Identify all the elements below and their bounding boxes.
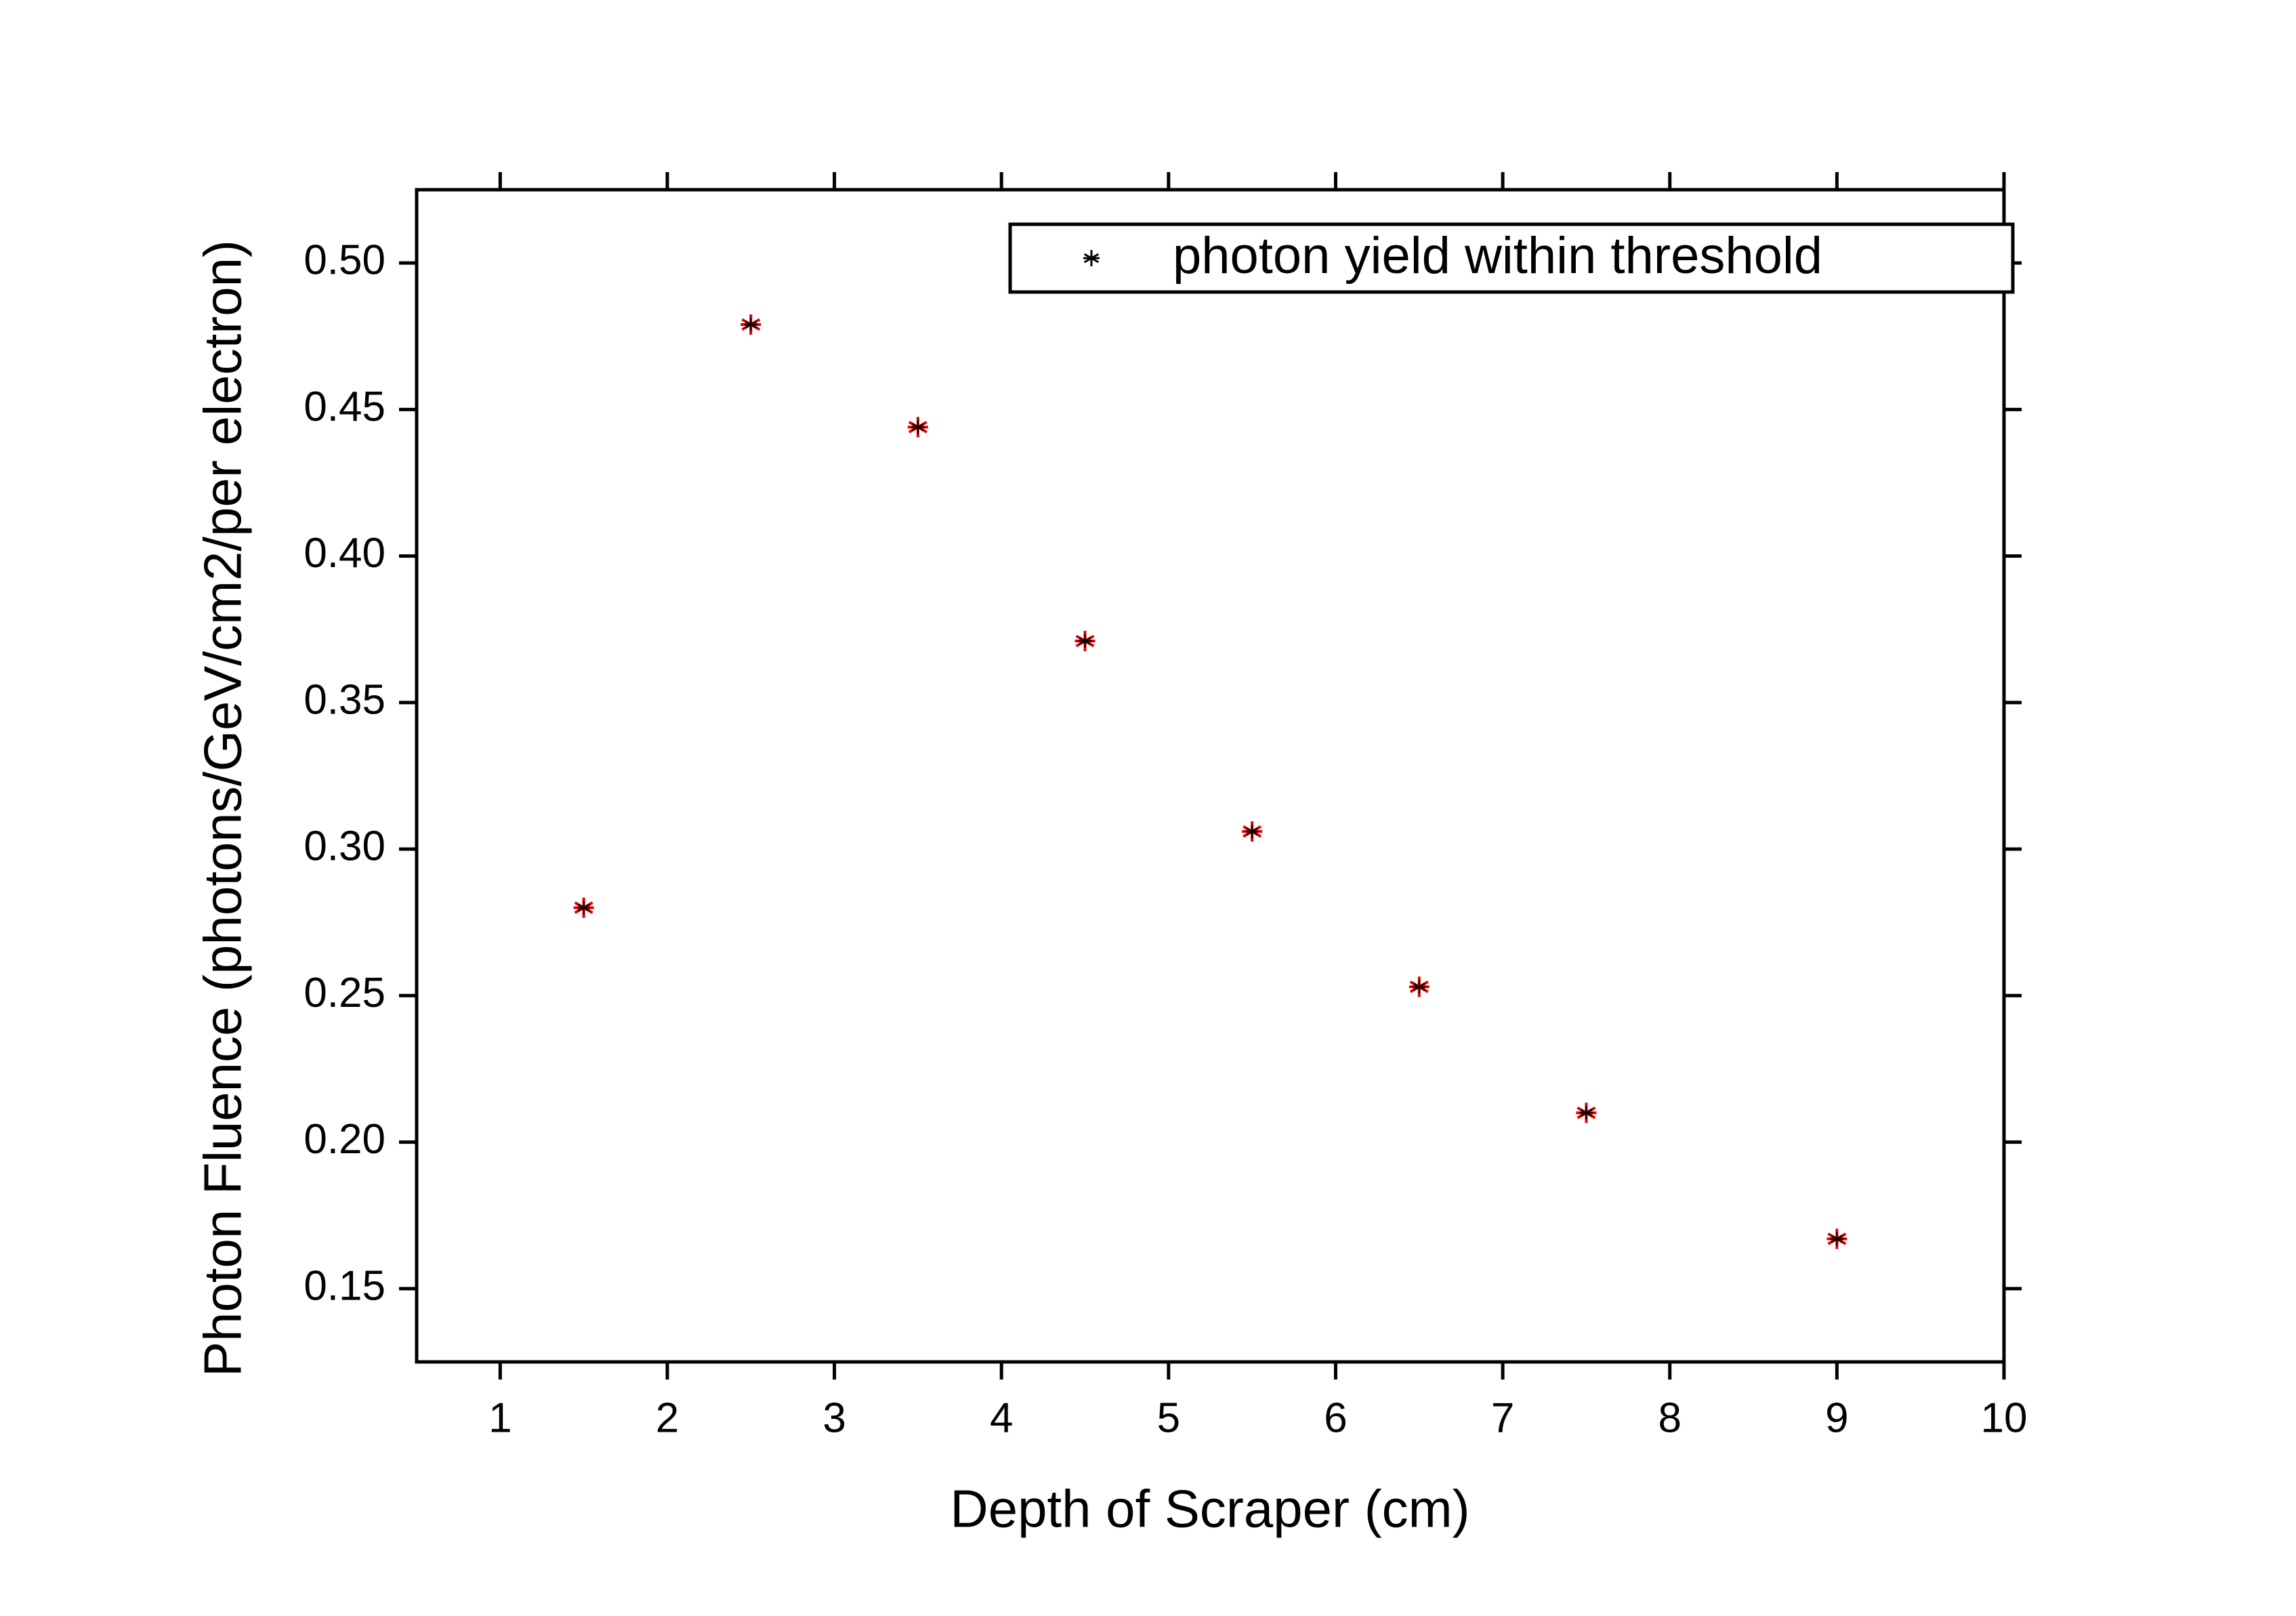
x-tick-label: 9 xyxy=(1825,1394,1848,1441)
x-tick-label: 1 xyxy=(488,1394,512,1441)
x-tick-label: 4 xyxy=(990,1394,1013,1441)
y-tick-label: 0.35 xyxy=(304,676,385,723)
y-tick-label: 0.50 xyxy=(304,237,385,284)
point-marker-black xyxy=(1830,1232,1844,1246)
x-tick-label: 7 xyxy=(1491,1394,1514,1441)
x-tick-label: 2 xyxy=(656,1394,679,1441)
data-point xyxy=(1827,1228,1848,1249)
point-marker-black xyxy=(744,317,758,331)
data-point xyxy=(1242,821,1263,842)
point-marker-black xyxy=(1412,980,1426,994)
plot-frame xyxy=(415,188,2006,1364)
x-tick-label: 10 xyxy=(1981,1394,2028,1441)
x-tick-label: 8 xyxy=(1658,1394,1681,1441)
y-tick-label: 0.20 xyxy=(304,1116,385,1163)
point-marker-black xyxy=(911,420,925,434)
data-point xyxy=(1074,631,1095,652)
y-tick-label: 0.25 xyxy=(304,970,385,1016)
data-point xyxy=(1576,1102,1597,1123)
data-point xyxy=(1408,976,1429,997)
x-tick-label: 5 xyxy=(1157,1394,1180,1441)
legend-label: photon yield within threshold xyxy=(1173,227,1822,285)
point-marker-black xyxy=(577,900,591,915)
data-point xyxy=(740,314,761,335)
y-tick-label: 0.40 xyxy=(304,530,385,577)
legend-marker xyxy=(1083,250,1100,266)
data-point xyxy=(907,417,928,438)
x-axis-title: Depth of Scraper (cm) xyxy=(950,1479,1469,1539)
x-tick-label: 3 xyxy=(822,1394,846,1441)
legend-box xyxy=(1008,222,2015,294)
y-tick-label: 0.30 xyxy=(304,823,385,870)
point-marker-black xyxy=(1078,634,1092,648)
point-marker-black xyxy=(1245,825,1259,839)
y-tick-label: 0.15 xyxy=(304,1262,385,1309)
y-tick-label: 0.45 xyxy=(304,384,385,430)
point-marker-black xyxy=(1579,1106,1593,1120)
data-point xyxy=(573,897,594,918)
y-axis-title: Photon Fluence (photons/GeV/cm2/per elec… xyxy=(193,240,253,1377)
x-tick-label: 6 xyxy=(1324,1394,1347,1441)
